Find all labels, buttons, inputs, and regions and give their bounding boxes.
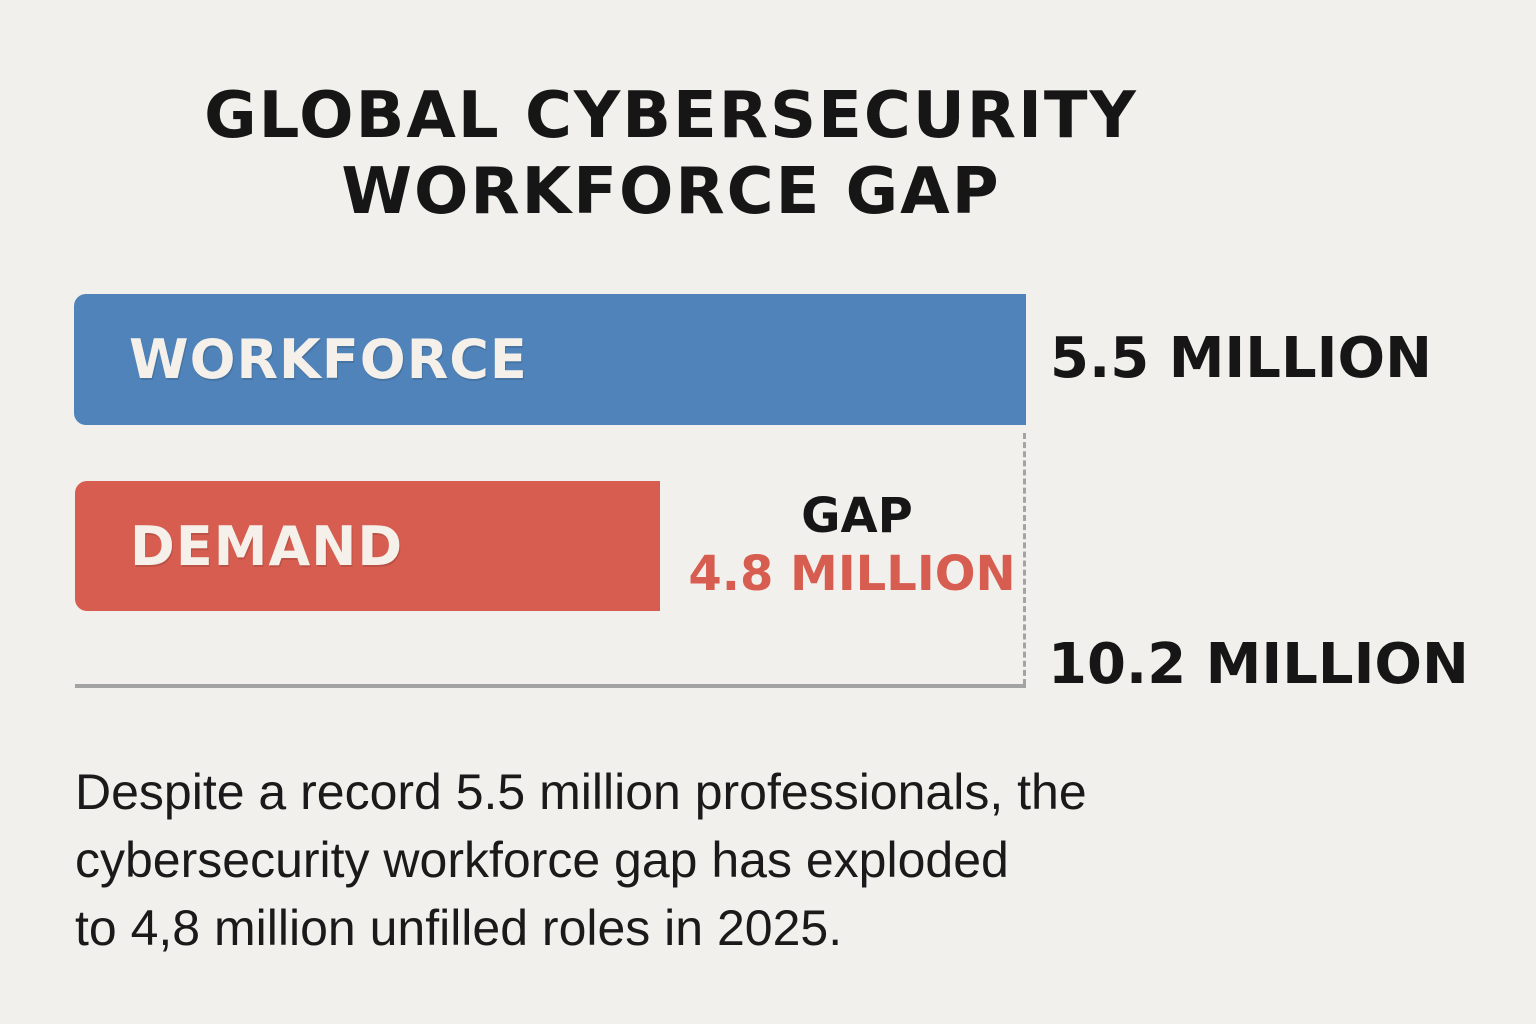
caption-line-1: Despite a record 5.5 million professiona…: [75, 764, 1087, 820]
chart-title-line-1: GLOBAL CYBERSECURITY: [204, 79, 1138, 153]
workforce-bar: WORKFORCE: [74, 294, 1026, 425]
chart-title: GLOBAL CYBERSECURITY WORKFORCE GAP: [0, 78, 1342, 230]
chart-baseline: [75, 684, 1026, 688]
caption-line-3: to 4,8 million unfilled roles in 2025.: [75, 900, 843, 956]
caption-text: Despite a record 5.5 million professiona…: [75, 758, 1275, 962]
workforce-bar-label: WORKFORCE: [129, 328, 528, 391]
chart-title-line-2: WORKFORCE GAP: [341, 155, 1001, 229]
caption-line-2: cybersecurity workforce gap has exploded: [75, 832, 1009, 888]
demand-bar: DEMAND: [75, 481, 660, 611]
gap-annotation: GAP 4.8 MILLION: [688, 488, 1024, 604]
gap-title: GAP: [801, 488, 913, 544]
demand-value-label: 10.2 MILLION: [1048, 632, 1469, 697]
gap-value: 4.8 MILLION: [688, 546, 1016, 602]
workforce-value-label: 5.5 MILLION: [1050, 326, 1432, 391]
demand-bar-label: DEMAND: [130, 514, 404, 578]
gap-dashed-line: [1023, 433, 1026, 685]
